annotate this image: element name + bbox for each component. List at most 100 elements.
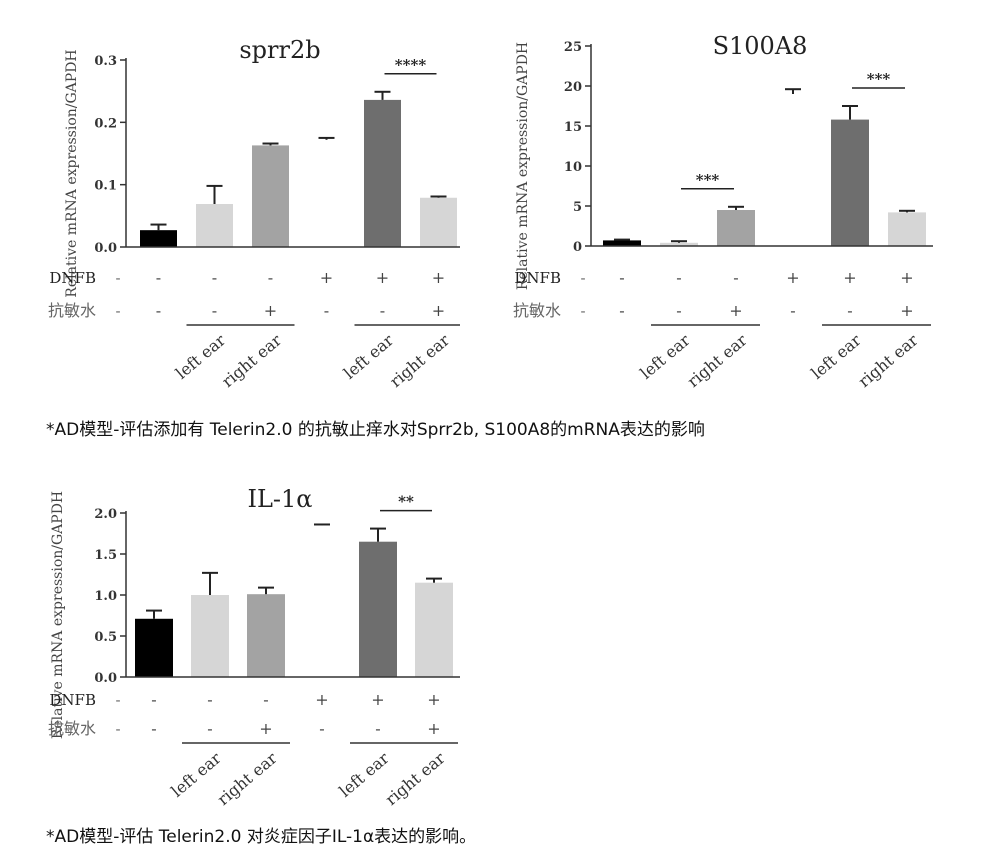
y-tick-label: 0.3 (94, 54, 117, 69)
condition-mark: - (156, 268, 161, 287)
condition-mark: - (380, 301, 385, 320)
row-label-dnfb: DNFB (49, 691, 96, 709)
condition-mark: - (212, 268, 217, 287)
y-tick-label: 0 (573, 240, 582, 255)
condition-mark: - (847, 301, 852, 320)
row-label-treatment: 抗敏水 (48, 719, 96, 738)
condition-mark: - (156, 301, 161, 320)
group-label: right ear (684, 330, 751, 391)
row-dash: - (580, 269, 585, 287)
bar (140, 230, 177, 247)
condition-mark: + (729, 301, 742, 320)
chart-s100a8-svg: S100A8 Relative mRNA expression/GAPDH 0 5 10… (513, 32, 933, 391)
bar (303, 525, 341, 677)
row-dash: - (580, 302, 585, 320)
y-tick-label: 1.5 (94, 548, 117, 563)
y-axis-label: Relative mRNA expression/GAPDH (50, 491, 66, 739)
y-tick-label: 20 (564, 80, 582, 95)
condition-mark: - (263, 690, 268, 709)
y-tick-label: 0.0 (94, 241, 117, 256)
bar (774, 94, 812, 246)
bar (308, 139, 345, 247)
bar (831, 119, 869, 246)
row-label-treatment: 抗敏水 (513, 301, 561, 320)
condition-mark: + (786, 268, 799, 287)
bar (252, 145, 289, 247)
bar (660, 242, 698, 246)
significance-label: **** (395, 56, 427, 74)
bar (603, 240, 641, 246)
condition-mark: - (619, 301, 624, 320)
row-dash: - (115, 720, 120, 738)
chart-s100a8: S100A8 Relative mRNA expression/GAPDH 0 5 10… (505, 0, 945, 400)
y-tick-label: 10 (564, 160, 582, 175)
group-label: right ear (386, 330, 453, 391)
y-tick-label: 2.0 (94, 507, 117, 522)
y-tick-label: 25 (564, 40, 582, 55)
significance-label: *** (867, 70, 891, 88)
condition-mark: + (376, 268, 389, 287)
condition-mark: - (375, 719, 380, 738)
condition-mark: + (427, 719, 440, 738)
condition-mark: + (432, 301, 445, 320)
row-dash: - (115, 302, 120, 320)
bar (135, 618, 173, 677)
bar (247, 594, 285, 677)
condition-mark: - (733, 268, 738, 287)
group-label: right ear (382, 748, 449, 809)
significance-label: *** (696, 171, 720, 189)
bar (717, 210, 755, 246)
bar (420, 197, 457, 247)
y-tick-label: 15 (564, 120, 582, 135)
row-label-dnfb: DNFB (49, 269, 96, 287)
condition-mark: - (619, 268, 624, 287)
row-dash: - (115, 269, 120, 287)
group-label: right ear (214, 748, 281, 809)
significance-label: ** (398, 493, 414, 511)
chart-il1a-svg: IL-1α Relative mRNA expression/GAPDH 0.0 0.… (48, 485, 460, 809)
chart-title: sprr2b (239, 36, 320, 64)
condition-mark: - (212, 301, 217, 320)
bar (196, 203, 233, 247)
chart-title: IL-1α (247, 485, 312, 513)
caption-2: *AD模型-评估 Telerin2.0 对炎症因子IL-1α表达的影响。 (46, 827, 477, 847)
row-label-treatment: 抗敏水 (48, 301, 96, 320)
bar (191, 595, 229, 677)
bar (364, 99, 401, 247)
caption-1: *AD模型-评估添加有 Telerin2.0 的抗敏止痒水对Sprr2b, S1… (46, 420, 705, 440)
condition-mark: + (843, 268, 856, 287)
y-tick-label: 0.2 (94, 116, 117, 131)
y-axis-label: Relative mRNA expression/GAPDH (64, 49, 80, 297)
row-dash: - (115, 691, 120, 709)
chart-sprr2b: sprr2b Relative mRNA expression/GAPDH 0.0 0… (40, 0, 465, 400)
condition-mark: + (315, 690, 328, 709)
y-tick-label: 1.0 (94, 589, 117, 604)
condition-mark: + (264, 301, 277, 320)
bar (359, 541, 397, 677)
group-label: right ear (218, 330, 285, 391)
condition-mark: - (151, 719, 156, 738)
group-label: right ear (855, 330, 922, 391)
y-tick-label: 0.1 (94, 179, 117, 194)
chart-il1a: IL-1α Relative mRNA expression/GAPDH 0.0 0.… (40, 462, 460, 822)
condition-mark: - (207, 690, 212, 709)
y-tick-label: 5 (573, 200, 582, 215)
y-axis-label: Relative mRNA expression/GAPDH (515, 42, 531, 290)
condition-mark: - (790, 301, 795, 320)
row-label-dnfb: DNFB (514, 269, 561, 287)
y-tick-label: 0.5 (94, 630, 117, 645)
condition-mark: + (259, 719, 272, 738)
chart-sprr2b-svg: sprr2b Relative mRNA expression/GAPDH 0.0 0… (48, 36, 465, 391)
bar (415, 582, 453, 677)
condition-mark: - (151, 690, 156, 709)
condition-mark: + (432, 268, 445, 287)
condition-mark: - (268, 268, 273, 287)
condition-mark: + (900, 268, 913, 287)
chart-title: S100A8 (713, 32, 808, 60)
bar (888, 212, 926, 246)
y-tick-label: 0.0 (94, 671, 117, 686)
condition-mark: - (324, 301, 329, 320)
condition-mark: - (676, 268, 681, 287)
condition-mark: + (900, 301, 913, 320)
condition-mark: - (676, 301, 681, 320)
